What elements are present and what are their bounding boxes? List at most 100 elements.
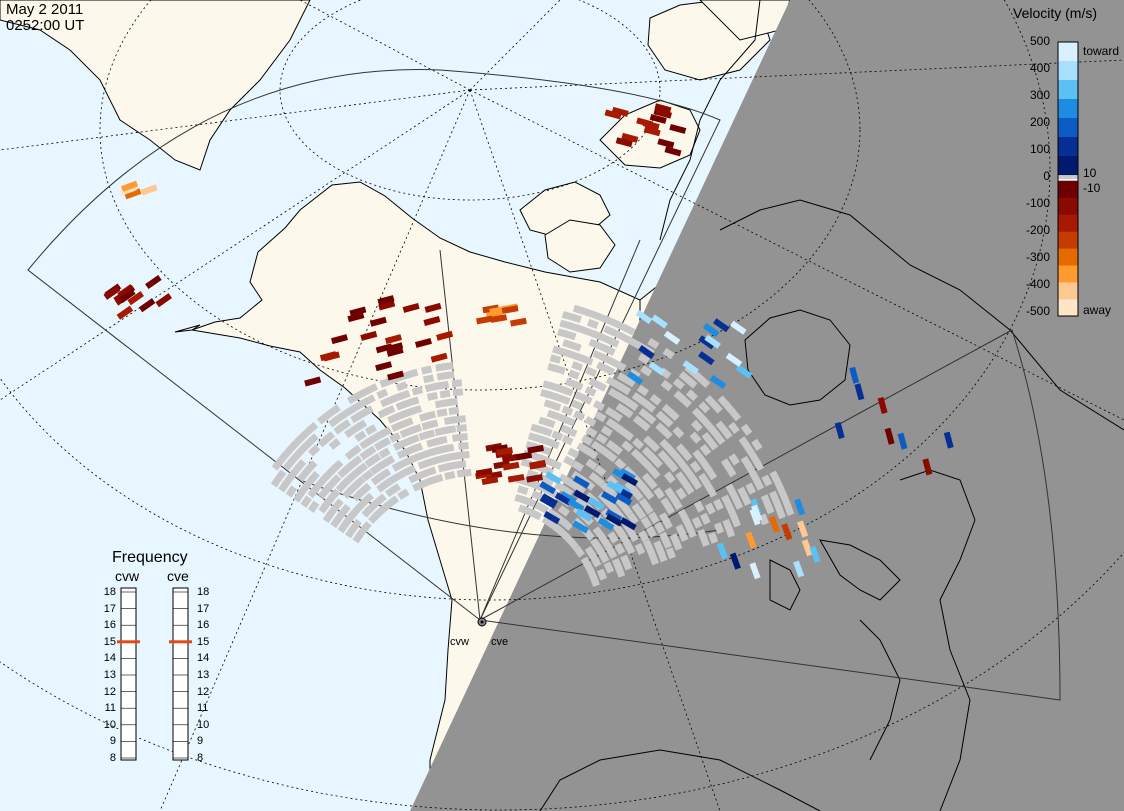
- ground-scatter-cell: [352, 489, 365, 502]
- ground-scatter-cell: [662, 347, 675, 360]
- ground-scatter-cell: [659, 512, 671, 525]
- ground-scatter-cell: [654, 521, 665, 534]
- ground-scatter-cell: [665, 547, 676, 560]
- ground-scatter-cell: [530, 423, 542, 434]
- ground-scatter-cell: [337, 466, 350, 479]
- ground-scatter-cell: [585, 458, 598, 471]
- ground-scatter-cell: [584, 546, 597, 559]
- ground-scatter-cell: [389, 432, 402, 443]
- ground-scatter-cell: [561, 434, 574, 446]
- velocity-cell: [304, 376, 322, 387]
- ground-scatter-cell: [673, 390, 686, 403]
- ground-scatter-cell: [605, 439, 619, 452]
- velocity-cell: [501, 305, 519, 314]
- ground-scatter-cell: [437, 463, 450, 473]
- ground-scatter-cell: [655, 410, 668, 423]
- ground-scatter-cell: [675, 487, 687, 500]
- velocity-cell: [619, 517, 637, 531]
- ground-scatter-cell: [772, 498, 783, 511]
- velocity-cell: [834, 421, 845, 439]
- ground-scatter-cell: [580, 556, 592, 569]
- cvw-frequency-tick: 11: [104, 702, 116, 715]
- velocity-cell: [649, 113, 667, 124]
- ground-scatter-cell: [616, 372, 630, 384]
- ground-scatter-cell: [728, 453, 740, 466]
- ground-scatter-cell: [611, 558, 623, 571]
- colorbar-away-segment: [1058, 282, 1078, 300]
- ground-scatter-cell: [655, 422, 668, 435]
- ground-scatter-cell: [547, 363, 559, 373]
- ground-scatter-cell: [520, 458, 533, 468]
- colorbar: [1057, 41, 1079, 317]
- velocity-cell: [490, 314, 508, 323]
- ground-scatter-cell: [596, 568, 608, 581]
- site-markers: [477, 617, 487, 627]
- ground-scatter-cell: [598, 313, 611, 324]
- ground-scatter-cell: [562, 455, 576, 467]
- velocity-cell: [709, 374, 727, 390]
- ground-scatter-cell: [636, 384, 650, 397]
- ground-scatter-cell: [697, 528, 708, 541]
- ground-scatter-cell: [592, 350, 605, 361]
- ground-scatter-cell: [624, 480, 637, 493]
- velocity-cell: [854, 383, 865, 401]
- cvw-frequency-tick: 9: [109, 735, 116, 748]
- velocity-cells: [103, 103, 954, 580]
- colorbar-tick: 500: [1029, 34, 1050, 48]
- ground-scatter-cell: [379, 377, 392, 388]
- toward-label: toward: [1083, 44, 1120, 58]
- ground-scatter-cell: [584, 385, 597, 397]
- velocity-cell: [117, 284, 134, 299]
- cvw-frequency-tick: 10: [103, 718, 116, 731]
- site-label-east: cve: [491, 636, 509, 648]
- ground-scatter-cell: [620, 554, 631, 567]
- ground-scatter-cell: [456, 424, 467, 433]
- velocity-cell: [526, 473, 543, 483]
- velocity-cell: [387, 370, 405, 381]
- ground-scatter-cell: [549, 354, 562, 364]
- ground-scatter-cell: [605, 418, 618, 430]
- velocity-cell: [349, 306, 367, 317]
- cvw-frequency-tick: 13: [103, 669, 116, 681]
- colorbar-tick: -100: [1025, 196, 1050, 210]
- ground-scatter-cell: [623, 324, 636, 336]
- ground-scatter-cell: [346, 393, 360, 405]
- ground-scatter-cell: [379, 396, 392, 408]
- ground-scatter-cell: [612, 522, 624, 535]
- ground-scatter-cell: [567, 447, 580, 459]
- ground-scatter-cell: [376, 388, 389, 400]
- ground-scatter-cell: [368, 511, 381, 524]
- ground-scatter-cell: [638, 497, 651, 510]
- velocity-cell: [651, 314, 668, 329]
- ground-scatter-cell: [646, 525, 657, 538]
- velocity-cell: [797, 520, 809, 538]
- ground-scatter-cell: [560, 424, 573, 435]
- ground-scatter-cell: [418, 412, 431, 422]
- ground-scatter-cell: [539, 389, 552, 399]
- velocity-cell: [140, 184, 158, 196]
- velocity-cell: [515, 451, 533, 461]
- ground-scatter-cell: [420, 365, 433, 375]
- ground-scatter-cell: [661, 403, 674, 416]
- cve-frequency-tick: 9: [197, 735, 204, 748]
- ground-scatter-cell: [758, 513, 769, 526]
- ground-scatter-cell: [452, 388, 464, 397]
- ground-scatter-cell: [408, 472, 421, 484]
- ground-scatter-cell: [355, 499, 368, 512]
- date-label: May 2 2011: [6, 1, 84, 18]
- ground-scatter-cell: [567, 321, 580, 332]
- velocity-cell: [575, 508, 593, 522]
- frequency-title: Frequency: [112, 549, 188, 566]
- ground-scatter-cell: [411, 386, 424, 396]
- ground-scatter-cell: [359, 438, 372, 450]
- velocity-cell: [476, 315, 493, 325]
- ground-scatter-cell: [619, 332, 632, 344]
- ground-scatter-cell: [308, 444, 321, 457]
- ground-scatter-cell: [586, 318, 599, 329]
- ground-scatter-cell: [675, 443, 688, 456]
- ground-scatter-cell: [436, 371, 448, 381]
- velocity-cell: [794, 498, 806, 516]
- ground-scatter-cell: [439, 389, 451, 399]
- ground-scatter-cell: [704, 395, 717, 408]
